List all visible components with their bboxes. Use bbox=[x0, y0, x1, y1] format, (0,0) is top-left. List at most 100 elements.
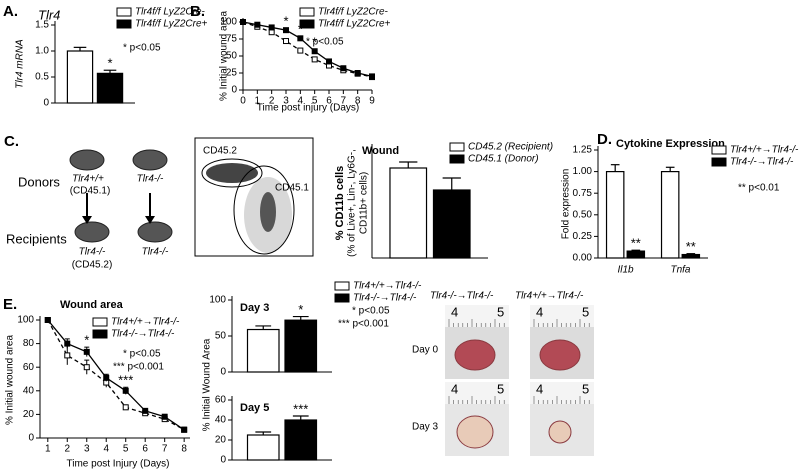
ruler bbox=[445, 305, 509, 327]
y-tick-label: 0 bbox=[231, 85, 237, 96]
mouse-body bbox=[132, 149, 168, 171]
ruler-number: 5 bbox=[582, 381, 589, 396]
ruler-number: 5 bbox=[497, 381, 504, 396]
x-tick-label: 4 bbox=[103, 444, 109, 455]
bar bbox=[96, 72, 124, 104]
bar bbox=[246, 434, 280, 461]
column-label: Tlr4-/-→Tlr4-/- bbox=[430, 291, 494, 302]
arrow-head bbox=[82, 216, 92, 224]
y-axis-label: % CD11b cells bbox=[334, 166, 346, 241]
y-tick-label: 80 bbox=[23, 338, 35, 349]
y-axis-label: CD11b+ cells) bbox=[359, 172, 370, 234]
ruler bbox=[530, 305, 594, 327]
point bbox=[340, 65, 347, 72]
bar bbox=[389, 167, 428, 259]
panel-label: A. bbox=[3, 3, 18, 20]
bar bbox=[284, 319, 318, 373]
legend-label: CD45.2 (Recipient) bbox=[468, 142, 553, 153]
ruler-number: 4 bbox=[536, 381, 543, 396]
point bbox=[326, 58, 332, 65]
panel-label: D. bbox=[597, 131, 612, 148]
series-line bbox=[47, 319, 185, 431]
point bbox=[283, 38, 289, 45]
point bbox=[181, 426, 188, 433]
y-axis-label: Tlr4 mRNA bbox=[15, 39, 26, 89]
chart-title: Day 5 bbox=[240, 402, 269, 414]
x-tick-label: 1 bbox=[45, 444, 51, 455]
x-axis-label: Time post injury (Days) bbox=[257, 103, 359, 114]
point bbox=[297, 47, 304, 54]
bar bbox=[605, 171, 625, 259]
bar bbox=[681, 253, 701, 259]
significance-label: *** bbox=[118, 373, 133, 388]
density bbox=[206, 163, 258, 183]
legend-label: Tlr4f/f LyZ2Cre- bbox=[135, 7, 205, 18]
genotype-label: Tlr4-/- bbox=[142, 247, 169, 258]
y-tick-label: 20 bbox=[215, 435, 227, 446]
y-tick-label: 0.5 bbox=[35, 72, 49, 83]
row-label: Day 0 bbox=[412, 345, 439, 356]
ruler-number: 4 bbox=[451, 381, 458, 396]
y-tick-label: 0.75 bbox=[573, 188, 593, 199]
chart: Day 5 0 20 40 60 *** bbox=[215, 395, 332, 466]
transplant-diagram: C. Donors Recipients Tlr4+/+ (CD45.1) Tl… bbox=[4, 133, 173, 271]
point bbox=[142, 407, 149, 414]
mouse-body bbox=[74, 221, 110, 243]
significance-label: ** bbox=[631, 236, 641, 251]
significance-label: * bbox=[84, 333, 89, 348]
legend-swatch bbox=[334, 281, 350, 291]
chart-title: Wound bbox=[362, 145, 399, 157]
y-tick-label: 0.00 bbox=[573, 253, 593, 264]
x-tick-label: 2 bbox=[64, 444, 70, 455]
chart: A. Tlr4 0 0.5 1.0 1.5 Tlr4 mRNA Tlr4f/f LyZ2Cre… bbox=[3, 3, 207, 109]
wound bbox=[454, 339, 496, 371]
point bbox=[64, 340, 71, 347]
point bbox=[83, 364, 90, 371]
chart-title: Wound area bbox=[60, 299, 124, 311]
annotation: *** p<0.001 bbox=[113, 362, 164, 373]
y-tick-label: 60 bbox=[23, 362, 35, 373]
series-line bbox=[47, 319, 185, 431]
x-tick-label: 7 bbox=[341, 96, 347, 107]
ruler-number: 5 bbox=[582, 304, 589, 319]
point bbox=[44, 317, 51, 323]
series-line bbox=[242, 21, 373, 78]
significance-label: * bbox=[283, 14, 288, 29]
legend-swatch bbox=[449, 142, 465, 152]
significance-label: *** bbox=[293, 401, 308, 416]
significance-label: * bbox=[312, 35, 317, 50]
mouse-icon bbox=[69, 149, 173, 243]
panel-label: E. bbox=[3, 296, 17, 313]
y-tick-label: 75 bbox=[226, 34, 238, 45]
legend-swatch bbox=[334, 293, 350, 303]
y-tick-label: 0.50 bbox=[573, 209, 593, 220]
bar bbox=[660, 171, 680, 259]
genotype-label: Tlr4+/+ bbox=[72, 174, 104, 185]
point bbox=[297, 35, 304, 42]
annotation: * p<0.05 bbox=[123, 349, 161, 360]
y-axis-label: % Initial Wound Area bbox=[202, 338, 213, 431]
gate-label: CD45.1 bbox=[275, 183, 309, 194]
legend-swatch bbox=[92, 329, 108, 339]
x-tick-label: 7 bbox=[162, 444, 168, 455]
x-axis-label: Time post Injury (Days) bbox=[67, 459, 170, 470]
y-tick-label: 25 bbox=[226, 68, 238, 79]
legend-swatch bbox=[92, 317, 108, 327]
y-tick-label: 0 bbox=[220, 367, 226, 378]
legend-swatch bbox=[711, 145, 727, 155]
significance-label: * bbox=[298, 22, 303, 37]
legend-label: Tlr4f/f LyZ2Cre+ bbox=[318, 19, 390, 30]
bar bbox=[66, 50, 94, 104]
chart: Wound % CD11b cells (% of Live+, Lin-, Ly6… bbox=[334, 142, 553, 259]
point bbox=[354, 70, 361, 76]
gate bbox=[201, 158, 263, 188]
annotation: * p<0.05 bbox=[306, 37, 344, 48]
x-tick-label: 9 bbox=[369, 96, 375, 107]
x-tick-label: 5 bbox=[312, 96, 318, 107]
y-tick-label: 100 bbox=[220, 17, 237, 28]
bar bbox=[432, 189, 471, 259]
chart-title: Tlr4 bbox=[38, 7, 60, 22]
wound bbox=[539, 339, 581, 371]
ruler bbox=[530, 382, 594, 404]
y-tick-label: 0 bbox=[43, 98, 49, 109]
